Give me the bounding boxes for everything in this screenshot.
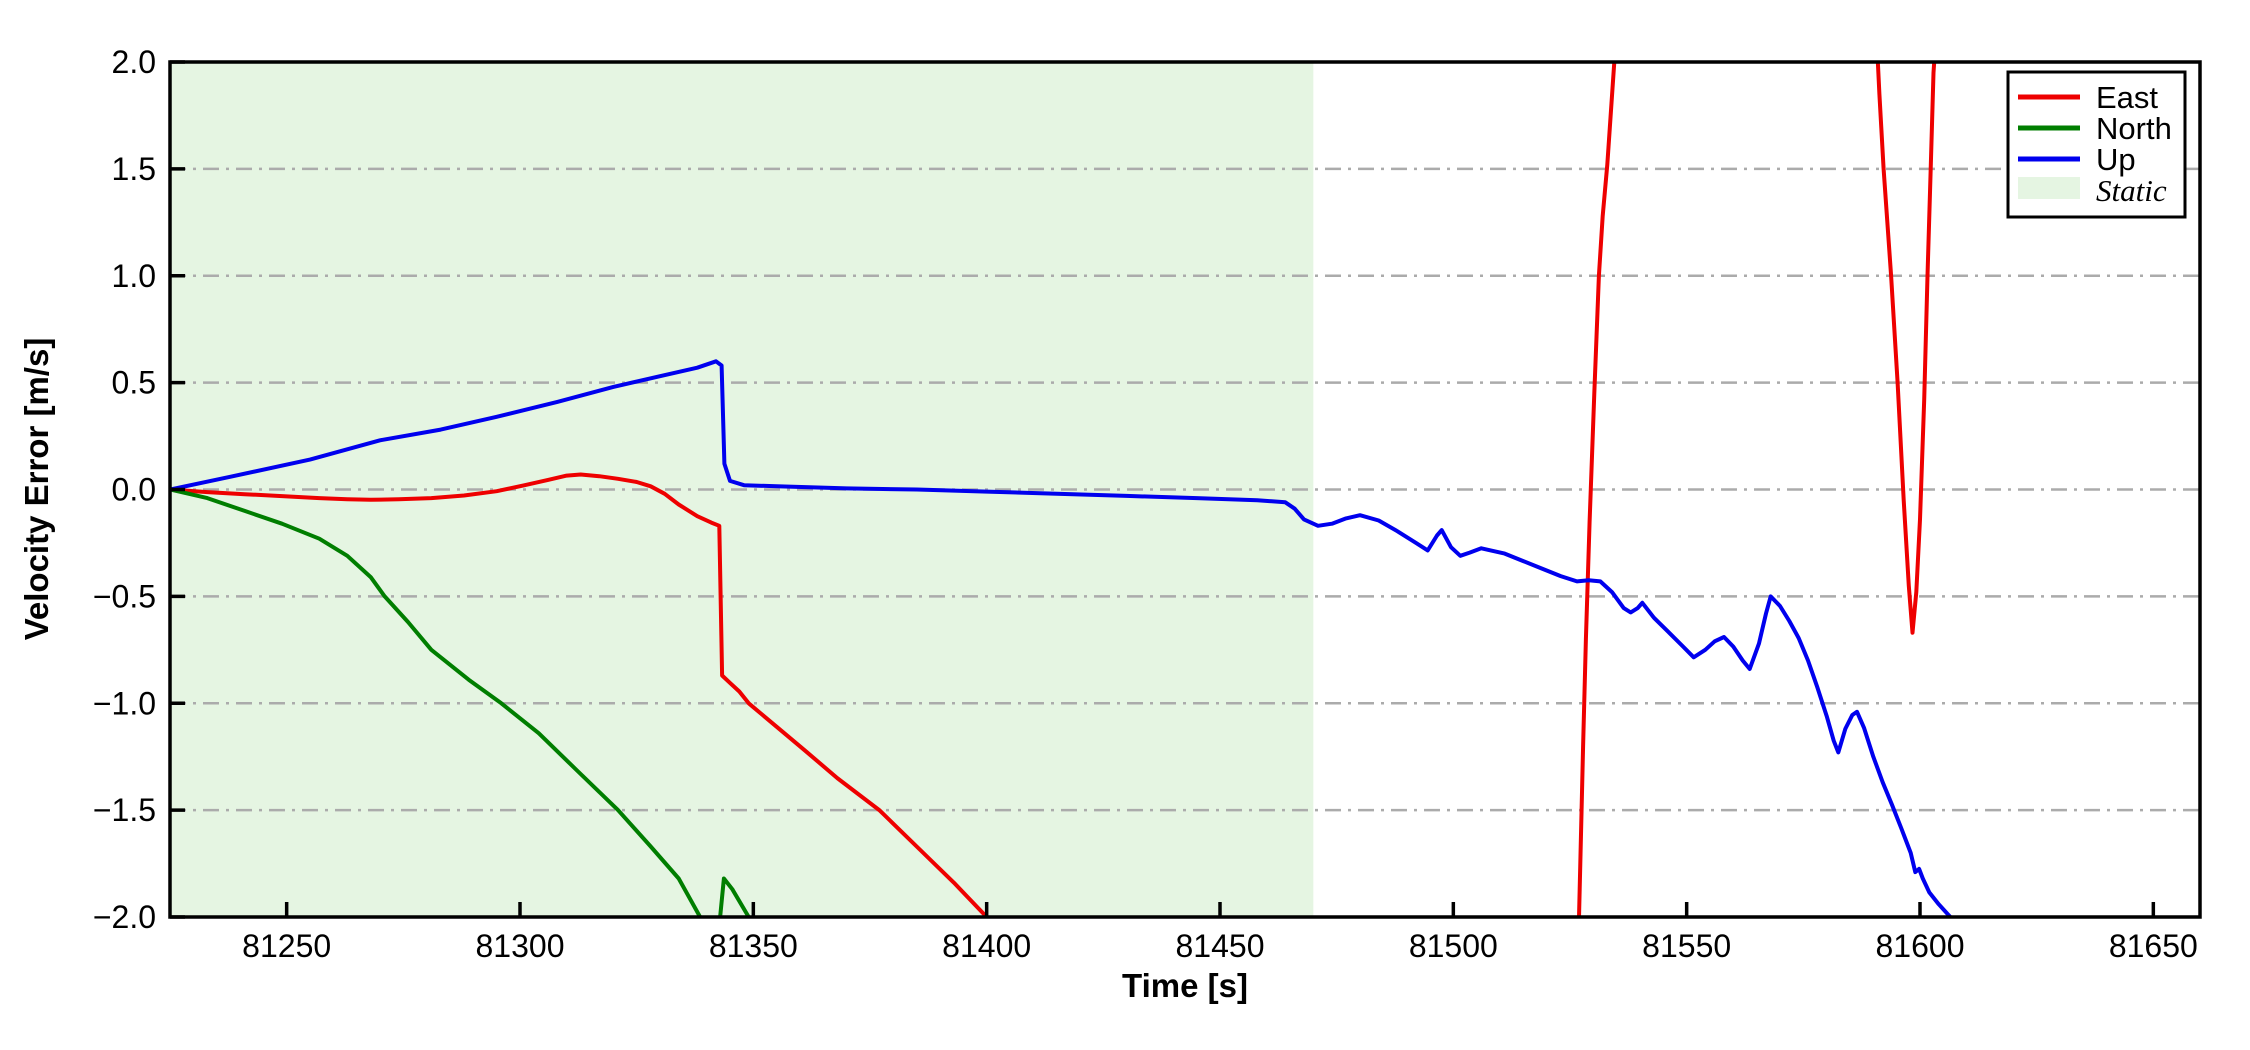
x-tick-label-81650: 81650 — [2109, 928, 2198, 964]
y-tick-label-0.5: 0.5 — [112, 365, 156, 401]
legend-up-label: Up — [2096, 142, 2136, 177]
east-line-segment-1 — [1577, 62, 1617, 917]
x-tick-label-81250: 81250 — [242, 928, 331, 964]
y-tick-label--1: −1.0 — [93, 685, 156, 721]
up-line-segment-0 — [170, 359, 1953, 917]
north-line-segment-0 — [170, 487, 751, 917]
x-tick-label-81550: 81550 — [1642, 928, 1731, 964]
y-tick-label-1: 1.0 — [112, 258, 156, 294]
east-line-segment-0 — [170, 472, 989, 917]
y-tick-label-0: 0.0 — [112, 472, 156, 508]
tick-labels: 81250 81300 81350 81400 81450 81500 81550 81600… — [93, 44, 2198, 964]
series-lines — [170, 62, 1953, 917]
x-tick-label-81600: 81600 — [1876, 928, 1965, 964]
x-tick-label-81300: 81300 — [476, 928, 565, 964]
y-tick-label--1.5: −1.5 — [93, 792, 156, 828]
legend-east-label: East — [2096, 80, 2158, 115]
y-tick-label-2: 2.0 — [112, 44, 156, 80]
legend-static-swatch — [2018, 177, 2080, 199]
east-line-segment-2 — [1875, 62, 1937, 635]
x-tick-label-81450: 81450 — [1176, 928, 1265, 964]
x-axis-label: Time [s] — [1122, 967, 1248, 1004]
y-tick-label--0.5: −0.5 — [93, 578, 156, 614]
x-tick-label-81500: 81500 — [1409, 928, 1498, 964]
axes — [168, 60, 2202, 919]
legend-static-label: Static — [2096, 173, 2167, 208]
x-tick-label-81400: 81400 — [942, 928, 1031, 964]
y-tick-label-1.5: 1.5 — [112, 151, 156, 187]
y-axis-label: Velocity Error [m/s] — [18, 338, 55, 641]
legend: East North Up Static — [2006, 70, 2187, 219]
x-tick-label-81350: 81350 — [709, 928, 798, 964]
legend-north-label: North — [2096, 111, 2172, 146]
y-tick-label--2: −2.0 — [93, 899, 156, 935]
